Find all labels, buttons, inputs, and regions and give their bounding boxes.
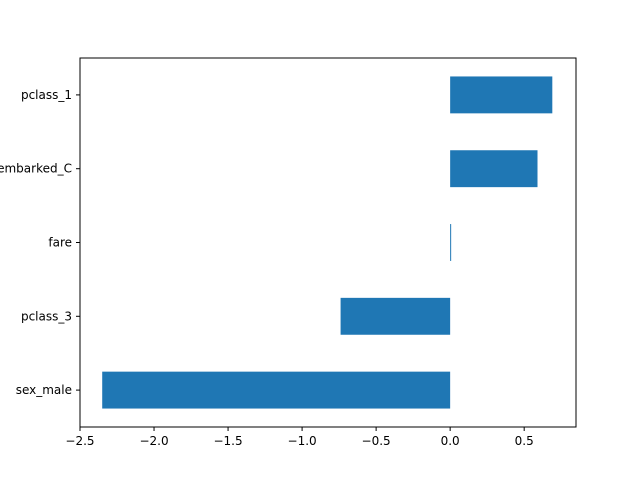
y-tick-label: sex_male xyxy=(16,383,72,397)
plot-frame xyxy=(79,57,577,428)
y-tick-label: embarked_C xyxy=(0,162,72,176)
y-tick-label: fare xyxy=(48,236,72,250)
x-tick-label: −1.5 xyxy=(213,434,242,448)
x-tick-label: −0.5 xyxy=(362,434,391,448)
bar-fare xyxy=(450,224,452,261)
x-axis: −2.5 −2.0 −1.5 −1.0 −0.5 0.0 0.5 xyxy=(65,427,534,448)
x-tick-label: −2.5 xyxy=(65,434,94,448)
x-tick-label: 0.5 xyxy=(515,434,534,448)
bars-group xyxy=(102,76,553,409)
bar-pclass-1 xyxy=(450,76,553,114)
x-tick-label: 0.0 xyxy=(441,434,460,448)
y-tick-label: pclass_1 xyxy=(21,88,72,102)
bar-embarked-C xyxy=(450,150,538,188)
y-tick-label: pclass_3 xyxy=(21,309,72,323)
bar-sex-male xyxy=(102,371,451,409)
bar-pclass-3 xyxy=(340,297,451,335)
x-tick-label: −2.0 xyxy=(139,434,168,448)
x-tick-label: −1.0 xyxy=(288,434,317,448)
y-axis: sex_male pclass_3 fare embarked_C pclass_1 xyxy=(0,88,80,397)
